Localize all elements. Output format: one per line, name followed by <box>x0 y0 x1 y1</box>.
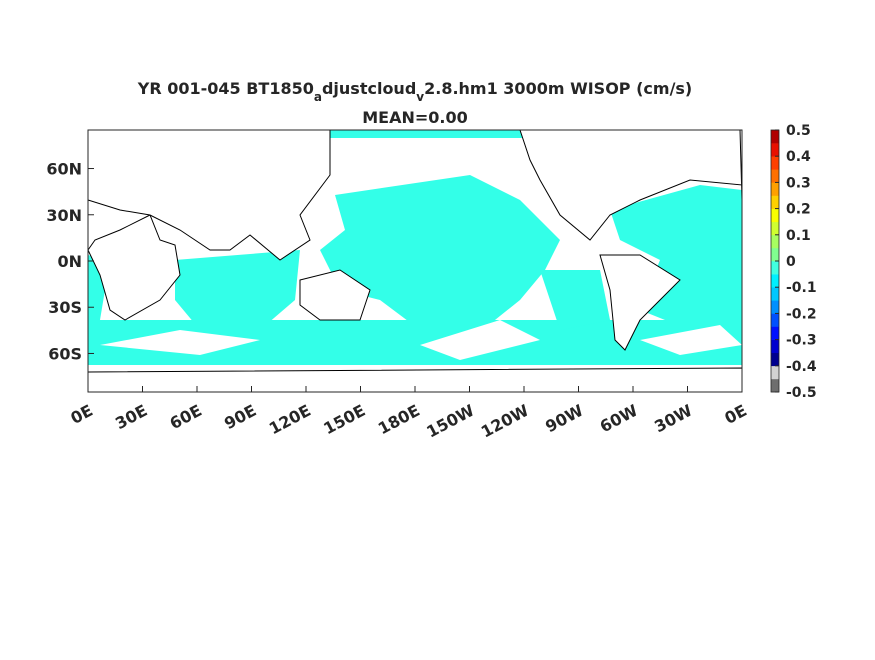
x-tick-label: 90E <box>221 401 259 433</box>
colorbar-segment <box>771 221 779 236</box>
colorbar-segment <box>771 208 779 222</box>
x-tick-label: 0E <box>67 401 95 428</box>
colorbar-segment <box>771 352 779 367</box>
x-tick-label: 30W <box>651 401 695 437</box>
y-tick-label: 60N <box>46 160 82 179</box>
colorbar-segment <box>771 169 779 183</box>
colorbar-segment <box>771 365 779 380</box>
x-tick-label: 60E <box>167 401 205 433</box>
colorbar-tick-label: 0.4 <box>786 149 811 165</box>
x-tick-label: 120E <box>266 401 314 439</box>
x-tick-label: 30E <box>112 401 150 433</box>
x-tick-label: 150E <box>320 401 368 439</box>
colorbar-segment <box>771 274 779 288</box>
field <box>88 130 742 365</box>
field-gap <box>100 330 260 355</box>
colorbar-segment <box>771 247 779 262</box>
colorbar-tick-label: 0.2 <box>786 202 811 218</box>
colorbar-segment <box>771 130 779 144</box>
y-tick-label: 60S <box>48 344 82 363</box>
colorbar-segment <box>771 326 779 340</box>
eurasia <box>87 129 331 261</box>
colorbar-segment <box>771 313 779 327</box>
colorbar-tick-label: 0.5 <box>786 123 811 139</box>
chart-subtitle: MEAN=0.00 <box>362 108 468 127</box>
x-tick-label: 60W <box>597 401 641 437</box>
colorbar-segment <box>771 143 779 157</box>
australia <box>299 269 371 321</box>
x-tick-label: 0E <box>721 401 749 428</box>
field-patch <box>610 185 742 330</box>
x-tick-label: 180E <box>375 401 423 439</box>
africa <box>87 214 181 321</box>
field-gap <box>420 320 540 360</box>
coastlines <box>87 129 743 393</box>
title-subscript: a <box>314 90 322 104</box>
colorbar-tick-label: 0.1 <box>786 228 811 244</box>
field-gap <box>640 325 742 355</box>
field-patch <box>175 250 300 330</box>
colorbar-segment <box>771 195 779 209</box>
field-patch <box>88 320 742 365</box>
colorbar-segment <box>771 234 779 249</box>
field-patch <box>88 130 742 138</box>
colorbar-tick-label: -0.3 <box>786 333 817 349</box>
y-tick-label: 30N <box>46 206 82 225</box>
chart-title: YR 001-045 BT1850adjustcloudv2.8.hm1 300… <box>137 79 693 104</box>
y-tick-label: 0N <box>57 252 82 271</box>
south-america <box>599 254 681 351</box>
colorbar-segment <box>771 156 779 170</box>
title-part: djustcloud <box>322 79 416 98</box>
colorbar-tick-label: -0.4 <box>786 359 817 375</box>
x-tick-label: 90W <box>542 401 586 437</box>
colorbar-segment <box>771 300 779 314</box>
x-tick-label: 150W <box>423 401 477 442</box>
field-patch <box>320 175 560 340</box>
colorbar-tick-label: -0.2 <box>786 306 817 322</box>
title-part: 2.8.hm1 3000m WISOP (cm/s) <box>424 79 692 98</box>
field-patch <box>540 270 610 330</box>
colorbar-segment <box>771 182 779 196</box>
x-tick-label: 120W <box>478 401 532 442</box>
colorbar-segment <box>771 339 779 353</box>
colorbar-segment <box>771 378 779 393</box>
colorbar-tick-label: 0.3 <box>786 175 811 191</box>
colorbar-segment <box>771 287 779 301</box>
colorbar-tick-label: -0.1 <box>786 280 817 296</box>
colorbar-tick-label: -0.5 <box>786 385 817 401</box>
y-tick-label: 30S <box>48 298 82 317</box>
field-gaps <box>100 320 742 360</box>
colorbar-tick-label: 0 <box>786 254 796 270</box>
colorbar-segment <box>771 261 779 275</box>
title-part: YR 001-045 BT1850 <box>137 79 314 98</box>
title-subscript: v <box>416 90 424 104</box>
